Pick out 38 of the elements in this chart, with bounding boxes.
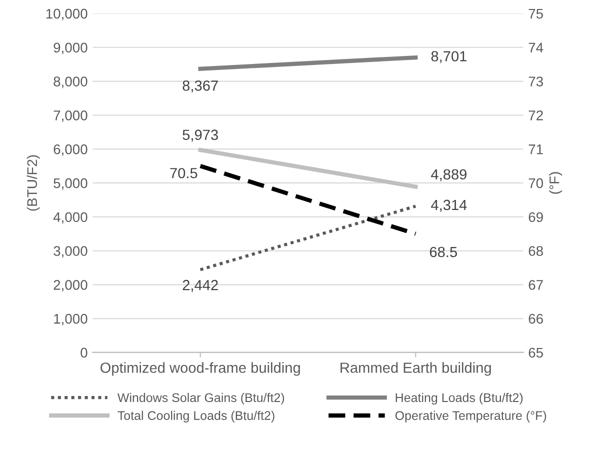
y-tick-label: 3,000: [54, 246, 88, 258]
y-tick-label: 4,000: [53, 212, 88, 224]
data-label: 5,973: [182, 130, 218, 142]
y2-tick-label: 72: [528, 110, 543, 120]
x-tick-label: Rammed Earth building: [340, 362, 491, 376]
y-tick-label: 7,000: [54, 110, 88, 122]
data-label: 2,442: [182, 280, 218, 292]
y-tick-label: 6,000: [54, 144, 88, 156]
y-tick-label: 2,000: [54, 280, 88, 292]
data-label: 68.5: [430, 246, 457, 258]
y-axis-title: (BTU/F2): [26, 155, 40, 211]
legend-label: Heating Loads (Btu/ft2): [396, 392, 523, 405]
y-tick-label: 8,000: [54, 76, 88, 88]
data-label: 8,367: [182, 80, 218, 93]
y2-tick-label: 65: [528, 348, 543, 358]
y-tick-label: 1,000: [54, 314, 88, 326]
y-tick-label: 5,000: [54, 178, 88, 190]
y-tick-label: 9,000: [54, 42, 88, 54]
y2-tick-label: 75: [528, 8, 543, 19]
y-tick-label: 0: [80, 348, 88, 358]
y2-tick-label: 74: [528, 42, 544, 52]
x-tick-label: Optimized wood-frame building: [100, 362, 300, 376]
y2-tick-label: 70: [528, 178, 544, 188]
y2-tick-label: 71: [528, 144, 543, 154]
data-label: 4,889: [431, 169, 466, 182]
y2-tick-label: 68: [528, 246, 543, 256]
y2-tick-label: 73: [528, 76, 543, 86]
legend-label: Total Cooling Loads (Btu/ft2): [118, 410, 274, 422]
legend-label: Operative Temperature (°F): [395, 410, 546, 422]
y2-tick-label: 67: [528, 280, 543, 290]
y2-tick-label: 69: [528, 212, 543, 222]
data-label: 4,314: [431, 200, 467, 212]
y2-axis-title: (°F): [549, 172, 562, 194]
y-tick-label: 10,000: [46, 8, 88, 20]
data-label: 8,701: [431, 51, 466, 64]
y2-tick-label: 66: [528, 314, 543, 324]
data-label: 70.5: [170, 168, 198, 178]
legend-label: Windows Solar Gains (Btu/ft2): [117, 392, 284, 405]
